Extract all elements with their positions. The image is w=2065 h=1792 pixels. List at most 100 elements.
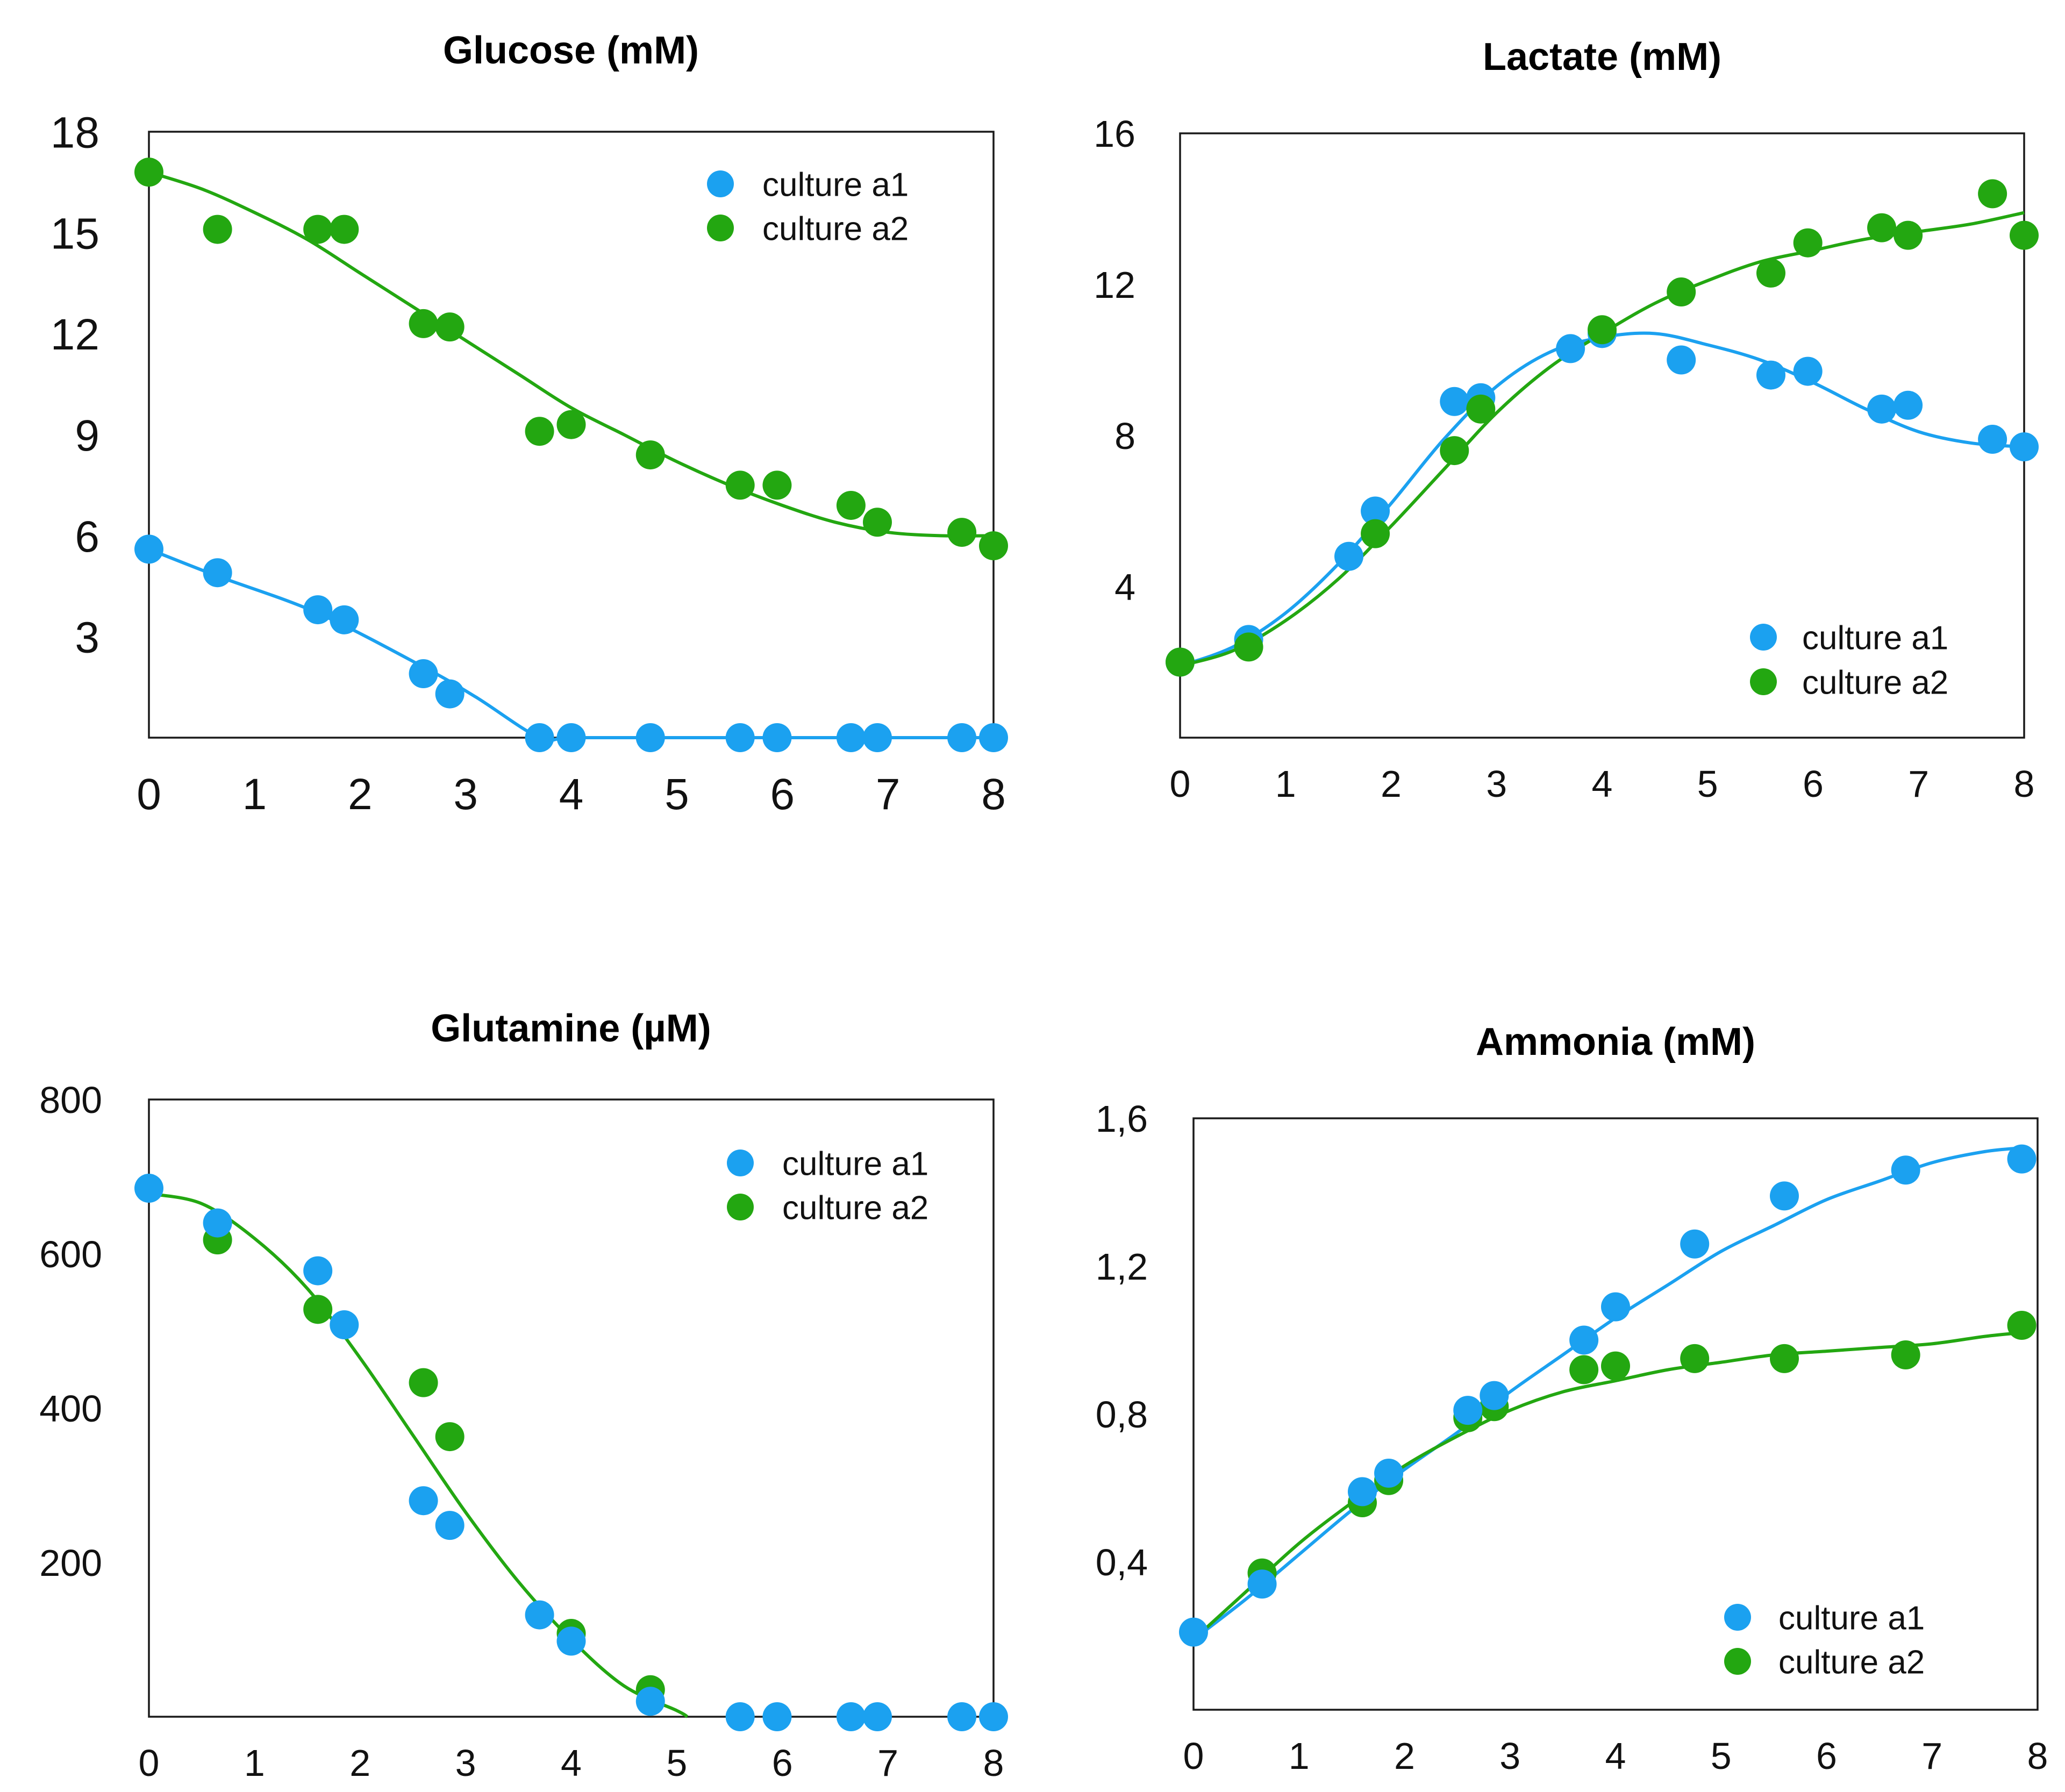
legend-marker (727, 1194, 754, 1220)
data-point (435, 312, 465, 342)
legend: culture a1 culture a2 (727, 1145, 928, 1226)
y-tick-label: 9 (75, 411, 99, 460)
y-tick-label: 12 (51, 310, 99, 359)
legend-marker (707, 215, 734, 241)
data-point (862, 723, 892, 752)
y-tick-label: 1,2 (1096, 1246, 1148, 1288)
fit-line-culture-a2 (148, 170, 994, 538)
fit-line-culture-a2 (1192, 1331, 2022, 1641)
series-culture-a2 (134, 158, 1008, 561)
data-point (1601, 1351, 1630, 1381)
data-point (435, 1422, 465, 1452)
data-point (1756, 360, 1785, 390)
x-tick-label: 3 (1499, 1735, 1520, 1777)
fit-line-culture-a1 (1179, 331, 2025, 668)
data-point (303, 595, 333, 625)
chart-title: Ammonia (mM) (1476, 1020, 1755, 1063)
y-tick-label: 16 (1094, 113, 1135, 155)
legend-label: culture a2 (1778, 1644, 1925, 1681)
chart-title: Lactate (mM) (1483, 35, 1721, 78)
y-tick-label: 200 (39, 1542, 102, 1584)
legend-marker (727, 1150, 754, 1176)
data-point (1361, 496, 1390, 526)
chart-panel-glutamine: Glutamine (µM) 200 400 600 800 0 1 2 3 4 5 6 7 8 cultu… (39, 1007, 1008, 1784)
data-point (979, 1702, 1008, 1731)
x-tick-label: 3 (455, 1742, 476, 1784)
y-tick-label: 8 (1114, 415, 1135, 457)
legend-marker (707, 170, 734, 197)
data-point (556, 723, 586, 752)
data-point (1793, 228, 1823, 258)
legend-marker (1750, 624, 1777, 651)
data-point (1601, 1292, 1630, 1322)
data-point (409, 659, 438, 689)
x-tick-label: 6 (1803, 763, 1824, 805)
plot-frame (1192, 1117, 2039, 1711)
x-tick-label: 2 (1394, 1735, 1415, 1777)
data-point (1588, 315, 1617, 345)
data-point (1756, 258, 1785, 288)
data-point (1440, 436, 1469, 466)
data-point (1893, 220, 1923, 250)
data-point (947, 723, 977, 752)
data-point (203, 558, 232, 588)
chart-panel-ammonia: Ammonia (mM) 0,4 0,8 1,2 1,6 0 1 2 3 4 5 6 7 8 culture… (1096, 1020, 2048, 1777)
data-point (134, 534, 163, 564)
x-tick-label: 1 (1289, 1735, 1310, 1777)
data-point (1893, 390, 1923, 420)
data-point (635, 440, 665, 470)
data-point (947, 518, 977, 547)
data-point (635, 723, 665, 752)
data-point (1891, 1340, 1920, 1369)
data-point (1793, 356, 1823, 386)
data-point (1867, 394, 1897, 424)
data-point (1234, 632, 1263, 662)
x-tick-label: 3 (1486, 763, 1507, 805)
y-tick-label: 15 (51, 209, 99, 258)
y-tick-label: 0,4 (1096, 1541, 1148, 1583)
legend-marker (1724, 1604, 1751, 1631)
x-tick-label: 0 (1183, 1735, 1204, 1777)
y-tick-label: 800 (39, 1079, 102, 1121)
x-tick-label: 1 (242, 770, 267, 819)
series-culture-a2 (1247, 1311, 2037, 1588)
y-tick-label: 1,6 (1096, 1098, 1148, 1140)
data-point (435, 1511, 465, 1540)
data-point (1361, 519, 1390, 548)
data-point (203, 215, 232, 244)
data-point (725, 1702, 755, 1731)
legend: culture a1 culture a2 (1724, 1600, 1925, 1681)
y-tick-label: 3 (75, 613, 99, 662)
data-point (979, 531, 1008, 561)
data-point (330, 605, 359, 634)
legend-label: culture a2 (782, 1189, 928, 1226)
data-point (725, 470, 755, 500)
data-point (303, 215, 333, 244)
x-tick-label: 6 (772, 1742, 793, 1784)
data-point (1569, 1325, 1599, 1355)
data-point (836, 490, 866, 520)
x-tick-label: 7 (1921, 1735, 1942, 1777)
data-point (2007, 1311, 2037, 1340)
data-point (409, 1368, 438, 1397)
chart-title: Glucose (mM) (443, 29, 699, 72)
x-tick-label: 5 (666, 1742, 687, 1784)
series-culture-a1 (1179, 1144, 2037, 1647)
fit-line-culture-a1 (1192, 1146, 2022, 1641)
legend-label: culture a1 (762, 166, 909, 203)
data-point (836, 723, 866, 752)
data-point (1978, 425, 2007, 454)
plot-frame (148, 1098, 995, 1718)
y-tick-label: 600 (39, 1233, 102, 1275)
x-tick-label: 5 (1711, 1735, 1732, 1777)
data-point (1978, 179, 2007, 209)
x-tick-label: 2 (348, 770, 373, 819)
data-point (1667, 345, 1696, 375)
data-point (1466, 394, 1496, 424)
x-tick-label: 7 (877, 1742, 898, 1784)
data-point (1667, 277, 1696, 307)
data-point (1374, 1459, 1404, 1488)
data-point (762, 723, 792, 752)
